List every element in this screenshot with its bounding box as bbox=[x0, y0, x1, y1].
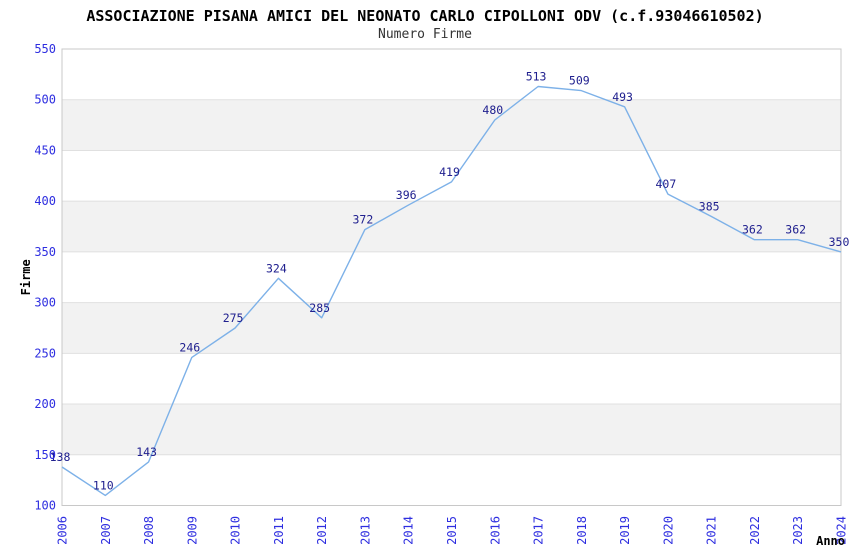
data-line bbox=[61, 85, 842, 497]
data-point-label: 138 bbox=[50, 450, 71, 464]
data-point-label: 246 bbox=[179, 340, 200, 354]
x-tick-label: 2020 bbox=[661, 516, 675, 545]
x-tick-label: 2019 bbox=[618, 516, 632, 545]
x-tick-label: 2023 bbox=[791, 516, 805, 545]
x-tick-label: 2008 bbox=[142, 516, 156, 545]
data-point-label: 513 bbox=[526, 70, 547, 84]
x-tick-label: 2013 bbox=[358, 516, 372, 545]
plot-band bbox=[62, 404, 841, 455]
x-tick-label: 2014 bbox=[402, 516, 416, 545]
data-point-label: 419 bbox=[439, 165, 460, 179]
x-tick-label: 2015 bbox=[445, 516, 459, 545]
y-tick-label: 300 bbox=[34, 296, 56, 310]
x-tick-label: 2022 bbox=[748, 516, 762, 545]
data-point-label: 324 bbox=[266, 261, 287, 275]
x-tick-label: 2016 bbox=[488, 516, 502, 545]
y-tick-label: 150 bbox=[34, 448, 56, 462]
y-tick-label: 500 bbox=[34, 93, 56, 107]
x-tick-label: 2006 bbox=[56, 516, 70, 545]
x-tick-label: 2021 bbox=[705, 516, 719, 545]
x-tick-label: 2010 bbox=[229, 516, 243, 545]
y-tick-label: 200 bbox=[34, 397, 56, 411]
x-tick-label: 2007 bbox=[99, 516, 113, 545]
x-tick-label: 2009 bbox=[185, 516, 199, 545]
plot-border bbox=[61, 48, 842, 506]
data-point-label: 480 bbox=[482, 103, 503, 117]
y-tick-label: 250 bbox=[34, 346, 56, 360]
data-point-label: 372 bbox=[353, 213, 374, 227]
plot-band bbox=[62, 201, 841, 252]
x-axis-label: Anno bbox=[816, 534, 845, 548]
data-point-label: 143 bbox=[136, 445, 157, 459]
x-tick-label: 2018 bbox=[575, 516, 589, 545]
plot-band bbox=[62, 302, 841, 354]
chart-subtitle: Numero Firme bbox=[378, 27, 472, 42]
y-tick-label: 450 bbox=[34, 143, 56, 157]
data-point-label: 509 bbox=[569, 74, 590, 88]
data-point-label: 350 bbox=[829, 235, 850, 249]
y-tick-label: 100 bbox=[34, 499, 56, 513]
y-tick-label: 400 bbox=[34, 194, 56, 208]
data-point-label: 493 bbox=[612, 90, 633, 104]
y-tick-label: 550 bbox=[34, 42, 56, 56]
data-point-label: 396 bbox=[396, 188, 417, 202]
data-point-label: 110 bbox=[93, 478, 114, 492]
chart-title: ASSOCIAZIONE PISANA AMICI DEL NEONATO CA… bbox=[86, 7, 764, 25]
y-axis-label: Firme bbox=[19, 259, 33, 295]
data-point-label: 385 bbox=[699, 199, 720, 213]
x-tick-label: 2012 bbox=[315, 516, 329, 545]
x-tick-label: 2017 bbox=[532, 516, 546, 545]
data-point-label: 285 bbox=[309, 301, 330, 315]
data-point-label: 275 bbox=[223, 311, 244, 325]
x-tick-label: 2011 bbox=[272, 516, 286, 545]
plot-band bbox=[62, 99, 841, 151]
data-point-label: 362 bbox=[785, 223, 806, 237]
data-point-label: 362 bbox=[742, 223, 763, 237]
data-point-label: 407 bbox=[656, 177, 677, 191]
x-tick-label: 2024 bbox=[835, 516, 849, 545]
y-tick-label: 350 bbox=[34, 245, 56, 259]
